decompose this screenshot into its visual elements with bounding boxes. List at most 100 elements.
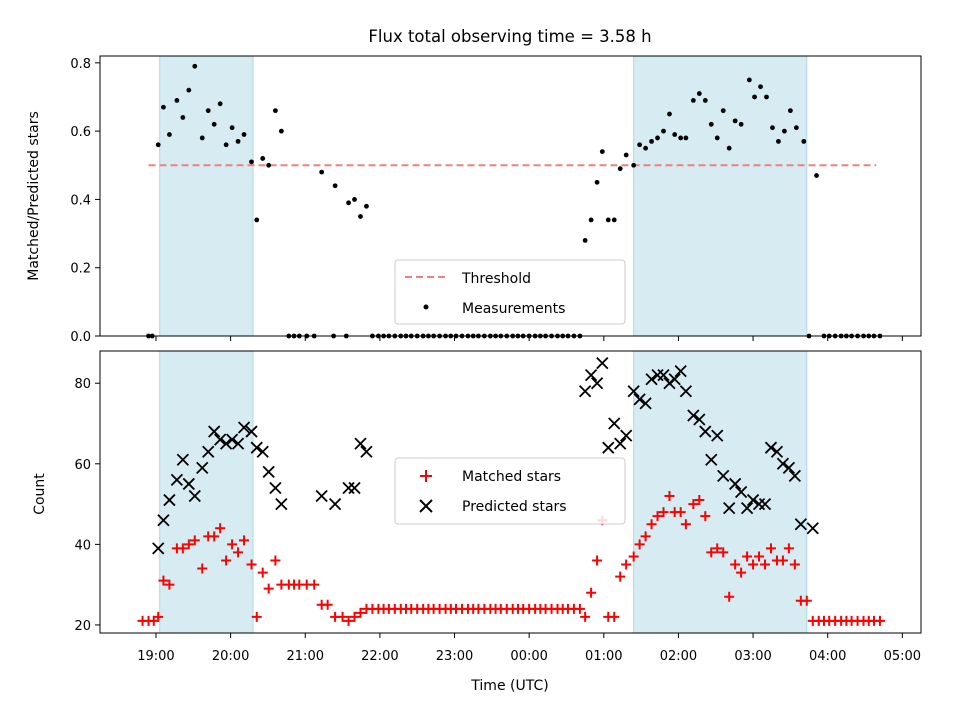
top-legend: Threshold Measurements [394, 259, 626, 325]
matched-star-marker [355, 607, 366, 618]
x-axis-label: Time (UTC) [470, 678, 548, 694]
measurement-point [319, 169, 325, 175]
matched-star-marker [239, 535, 250, 546]
measurement-point [758, 84, 763, 90]
predicted-star-marker [315, 489, 328, 503]
matched-star-marker [664, 491, 675, 502]
predicted-star-marker [208, 425, 221, 438]
measurement-point [702, 97, 708, 103]
measurement-point [720, 108, 726, 114]
matched-star-marker [688, 499, 699, 510]
matched-star-marker [233, 547, 244, 558]
measurement-point [696, 91, 702, 96]
measurement-point [782, 128, 787, 134]
predicted-star-marker [188, 489, 201, 503]
top-plot-frame [99, 55, 922, 337]
predicted-star-marker [176, 453, 189, 466]
predicted-star-marker [687, 409, 700, 422]
predicted-star-marker [620, 429, 633, 442]
predicted-star-marker [752, 497, 766, 511]
matched-star-marker [309, 579, 320, 590]
predicted-star-marker [657, 369, 670, 382]
predicted-star-marker [578, 385, 592, 398]
predicted-star-marker [163, 493, 176, 507]
matched-star-marker [574, 603, 585, 614]
predicted-star-marker [614, 437, 627, 450]
bottom-panel: 20 40 60 80 19:00 20:00 21:00 22:00 23:00 00:00 01… [32, 350, 922, 694]
measurement-point [211, 121, 217, 127]
bottom-plot-frame [99, 350, 922, 634]
measurement-point [364, 203, 369, 209]
measurement-point [229, 125, 235, 131]
predicted-star-marker [734, 485, 748, 499]
xtick-label: 23:00 [436, 649, 473, 664]
matched-star-marker [742, 551, 753, 562]
measurement-point [217, 101, 223, 107]
bottom-ylabel: Count [32, 473, 48, 515]
legend-matched-swatch [420, 470, 432, 482]
matched-star-marker [246, 559, 257, 570]
predicted-star-marker [776, 457, 790, 470]
bottom-shaded-interval-1 [633, 350, 808, 634]
matched-star-marker [700, 511, 711, 522]
measurement-point [708, 121, 714, 127]
top-ytick-label: 0.0 [70, 330, 91, 345]
measurement-point [186, 87, 192, 93]
matched-star-marker [227, 539, 238, 550]
matched-star-marker [586, 587, 597, 598]
measurement-point [631, 162, 637, 168]
measurement-point [167, 132, 172, 137]
matched-star-marker [209, 531, 220, 542]
legend-threshold-label: Threshold [461, 271, 531, 287]
matched-star-marker [646, 519, 657, 530]
predicted-star-marker [596, 356, 609, 370]
predicted-star-marker [275, 497, 288, 511]
predicted-star-marker [328, 497, 342, 511]
matched-star-marker [615, 571, 626, 582]
measurement-point [637, 142, 643, 148]
legend-predicted-swatch [419, 499, 433, 513]
measurement-point [793, 125, 799, 131]
predicted-star-marker [219, 437, 233, 450]
matched-star-marker [621, 559, 632, 570]
matched-star-marker [640, 531, 651, 542]
predicted-star-marker [679, 385, 693, 398]
top-ytick-label: 0.4 [70, 193, 91, 208]
matched-star-marker [263, 583, 274, 594]
predicted-star-marker [269, 481, 282, 495]
predicted-star-marker [674, 365, 687, 378]
predicted-star-marker [639, 397, 652, 410]
predicted-star-marker [182, 477, 195, 491]
measurement-point [249, 159, 254, 165]
bottom-ytick-label: 20 [74, 619, 91, 634]
xtick-label: 00:00 [510, 649, 547, 664]
measurement-point [683, 135, 689, 141]
measurement-point [738, 121, 744, 127]
predicted-star-marker [214, 433, 227, 446]
matched-star-marker [658, 507, 669, 518]
predicted-star-marker [711, 429, 724, 442]
top-shaded-interval-0 [159, 55, 254, 337]
measurement-point [661, 128, 666, 134]
xtick-label: 03:00 [734, 649, 771, 664]
predicted-star-marker [342, 481, 355, 495]
predicted-star-marker [590, 377, 604, 390]
predicted-star-marker [645, 373, 658, 386]
matched-star-marker [765, 543, 776, 554]
predicted-star-marker [794, 518, 807, 531]
measurement-point [732, 118, 738, 124]
matched-star-marker [724, 591, 735, 602]
matched-star-marker [634, 539, 645, 550]
top-panel: 0.0 0.2 0.4 0.6 0.8 Flux total observing tim… [26, 27, 922, 345]
measurement-point [764, 94, 769, 100]
predicted-star-marker [584, 369, 598, 382]
measurement-point [241, 132, 247, 137]
legend-predicted-label: Predicted stars [462, 499, 567, 515]
matched-star-marker [197, 563, 208, 574]
matched-star-marker [609, 611, 620, 622]
predicted-star-marker [668, 373, 681, 386]
bottom-legend: Matched stars Predicted stars [394, 457, 626, 525]
predicted-star-marker [237, 421, 251, 434]
predicted-star-marker [262, 465, 275, 478]
